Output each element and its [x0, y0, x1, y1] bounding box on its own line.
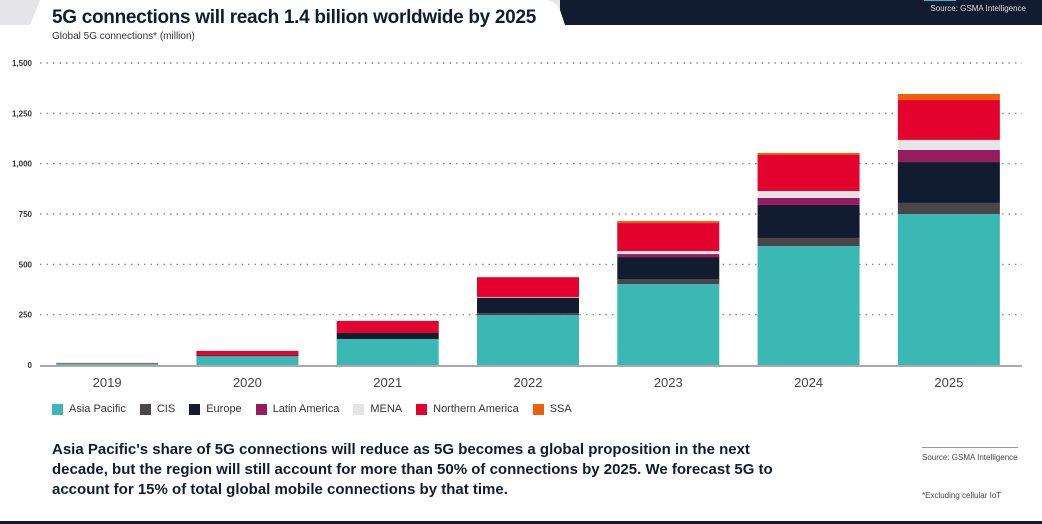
legend-swatch — [52, 403, 63, 415]
bar-segment-latin-america — [897, 149, 1000, 163]
x-tick-label: 2024 — [794, 375, 823, 390]
bar-segment-europe — [336, 332, 439, 340]
bar-segment-asia-pacific — [757, 246, 860, 365]
bar-segment-europe — [897, 162, 1000, 203]
bar-segment-mena — [477, 296, 579, 298]
bar-segment-latin-america — [617, 254, 720, 258]
bar-segment-asia-pacific — [196, 356, 299, 365]
legend-swatch — [139, 403, 151, 415]
legend-item: Asia Pacific — [52, 403, 126, 415]
x-tick-label: 2022 — [514, 375, 543, 390]
source-accent-line — [924, 0, 956, 1]
bar-segment-mena — [617, 251, 720, 255]
y-tick-label: 750 — [19, 210, 33, 219]
bar-segment-europe — [196, 355, 299, 357]
legend-label: MENA — [370, 403, 403, 415]
y-tick-label: 1,250 — [12, 109, 33, 118]
legend-label: Latin America — [272, 403, 340, 415]
page-title: 5G connections will reach 1.4 billion wo… — [52, 7, 536, 28]
bar-segment-northern-america — [196, 350, 299, 356]
y-tick-label: 250 — [19, 311, 33, 320]
legend-label: Asia Pacific — [69, 403, 126, 415]
legend-item: SSA — [532, 403, 572, 415]
bar-segment-ssa — [897, 94, 1000, 101]
legend-item: CIS — [139, 403, 176, 415]
legend-label: SSA — [549, 403, 572, 415]
bar-segment-northern-america — [757, 155, 860, 192]
legend-swatch — [532, 403, 544, 415]
bar-segment-northern-america — [336, 320, 439, 333]
legend-label: Europe — [206, 403, 242, 415]
y-tick-label: 500 — [19, 260, 33, 269]
chart-subtitle: Global 5G connections* (million) — [52, 31, 195, 42]
legend-item: Europe — [189, 403, 242, 415]
legend-swatch — [353, 403, 365, 415]
legend-swatch — [255, 403, 267, 415]
bar-segment-asia-pacific — [617, 284, 720, 365]
y-tick-label: 1,000 — [12, 160, 33, 169]
bar-segment-cis — [757, 237, 860, 247]
bar-segment-northern-america — [617, 223, 720, 252]
source-bottom: Source: GSMA Intelligence — [922, 447, 1018, 462]
bar-segment-cis — [617, 279, 720, 285]
bar-segment-europe — [757, 204, 860, 238]
header-banner — [0, 0, 1042, 25]
x-tick-label: 2025 — [934, 375, 963, 390]
x-tick-label: 2019 — [93, 375, 122, 390]
bar-segment-asia-pacific — [56, 363, 159, 365]
footnote: *Excluding cellular IoT — [922, 491, 1002, 500]
legend-item: Northern America — [416, 403, 519, 415]
legend-label: CIS — [156, 403, 176, 415]
x-tick-label: 2020 — [233, 375, 262, 390]
legend-swatch — [189, 403, 201, 415]
bar-segment-europe — [477, 297, 579, 314]
legend-swatch — [416, 403, 428, 415]
x-tick-label: 2023 — [654, 375, 683, 390]
bar-segment-latin-america — [757, 197, 860, 205]
bar-segment-europe — [617, 257, 720, 280]
summary-note: Asia Pacific's share of 5G connections w… — [52, 441, 773, 498]
bar-segment-northern-america — [897, 100, 1000, 140]
bar-segment-ssa — [617, 221, 720, 224]
bar-segment-cis — [477, 313, 579, 316]
source-top: Source: GSMA Intelligence — [930, 4, 1026, 13]
bar-segment-mena — [757, 191, 860, 198]
legend-item: Latin America — [255, 403, 340, 415]
legend-item: MENA — [353, 403, 402, 415]
bar-segment-mena — [897, 139, 1000, 150]
stacked-bar-chart: 0 250 500 750 1,000 1,250 1,500 2019 2020 2021 202… — [12, 59, 1022, 390]
bar-segment-asia-pacific — [897, 214, 1000, 365]
x-tick-label: 2021 — [373, 375, 402, 390]
legend-label: Northern America — [433, 403, 519, 415]
y-tick-label: 0 — [28, 361, 33, 370]
bar-segment-cis — [897, 202, 1000, 214]
bar-segment-asia-pacific — [477, 315, 579, 365]
bottom-rule — [0, 521, 1042, 524]
bar-segment-northern-america — [477, 277, 579, 297]
bar-segment-asia-pacific — [336, 339, 439, 365]
legend: Asia Pacific CIS Europe Latin America MENA No… — [52, 403, 572, 415]
y-tick-label: 1,500 — [12, 59, 33, 68]
bar-segment-ssa — [757, 152, 860, 156]
